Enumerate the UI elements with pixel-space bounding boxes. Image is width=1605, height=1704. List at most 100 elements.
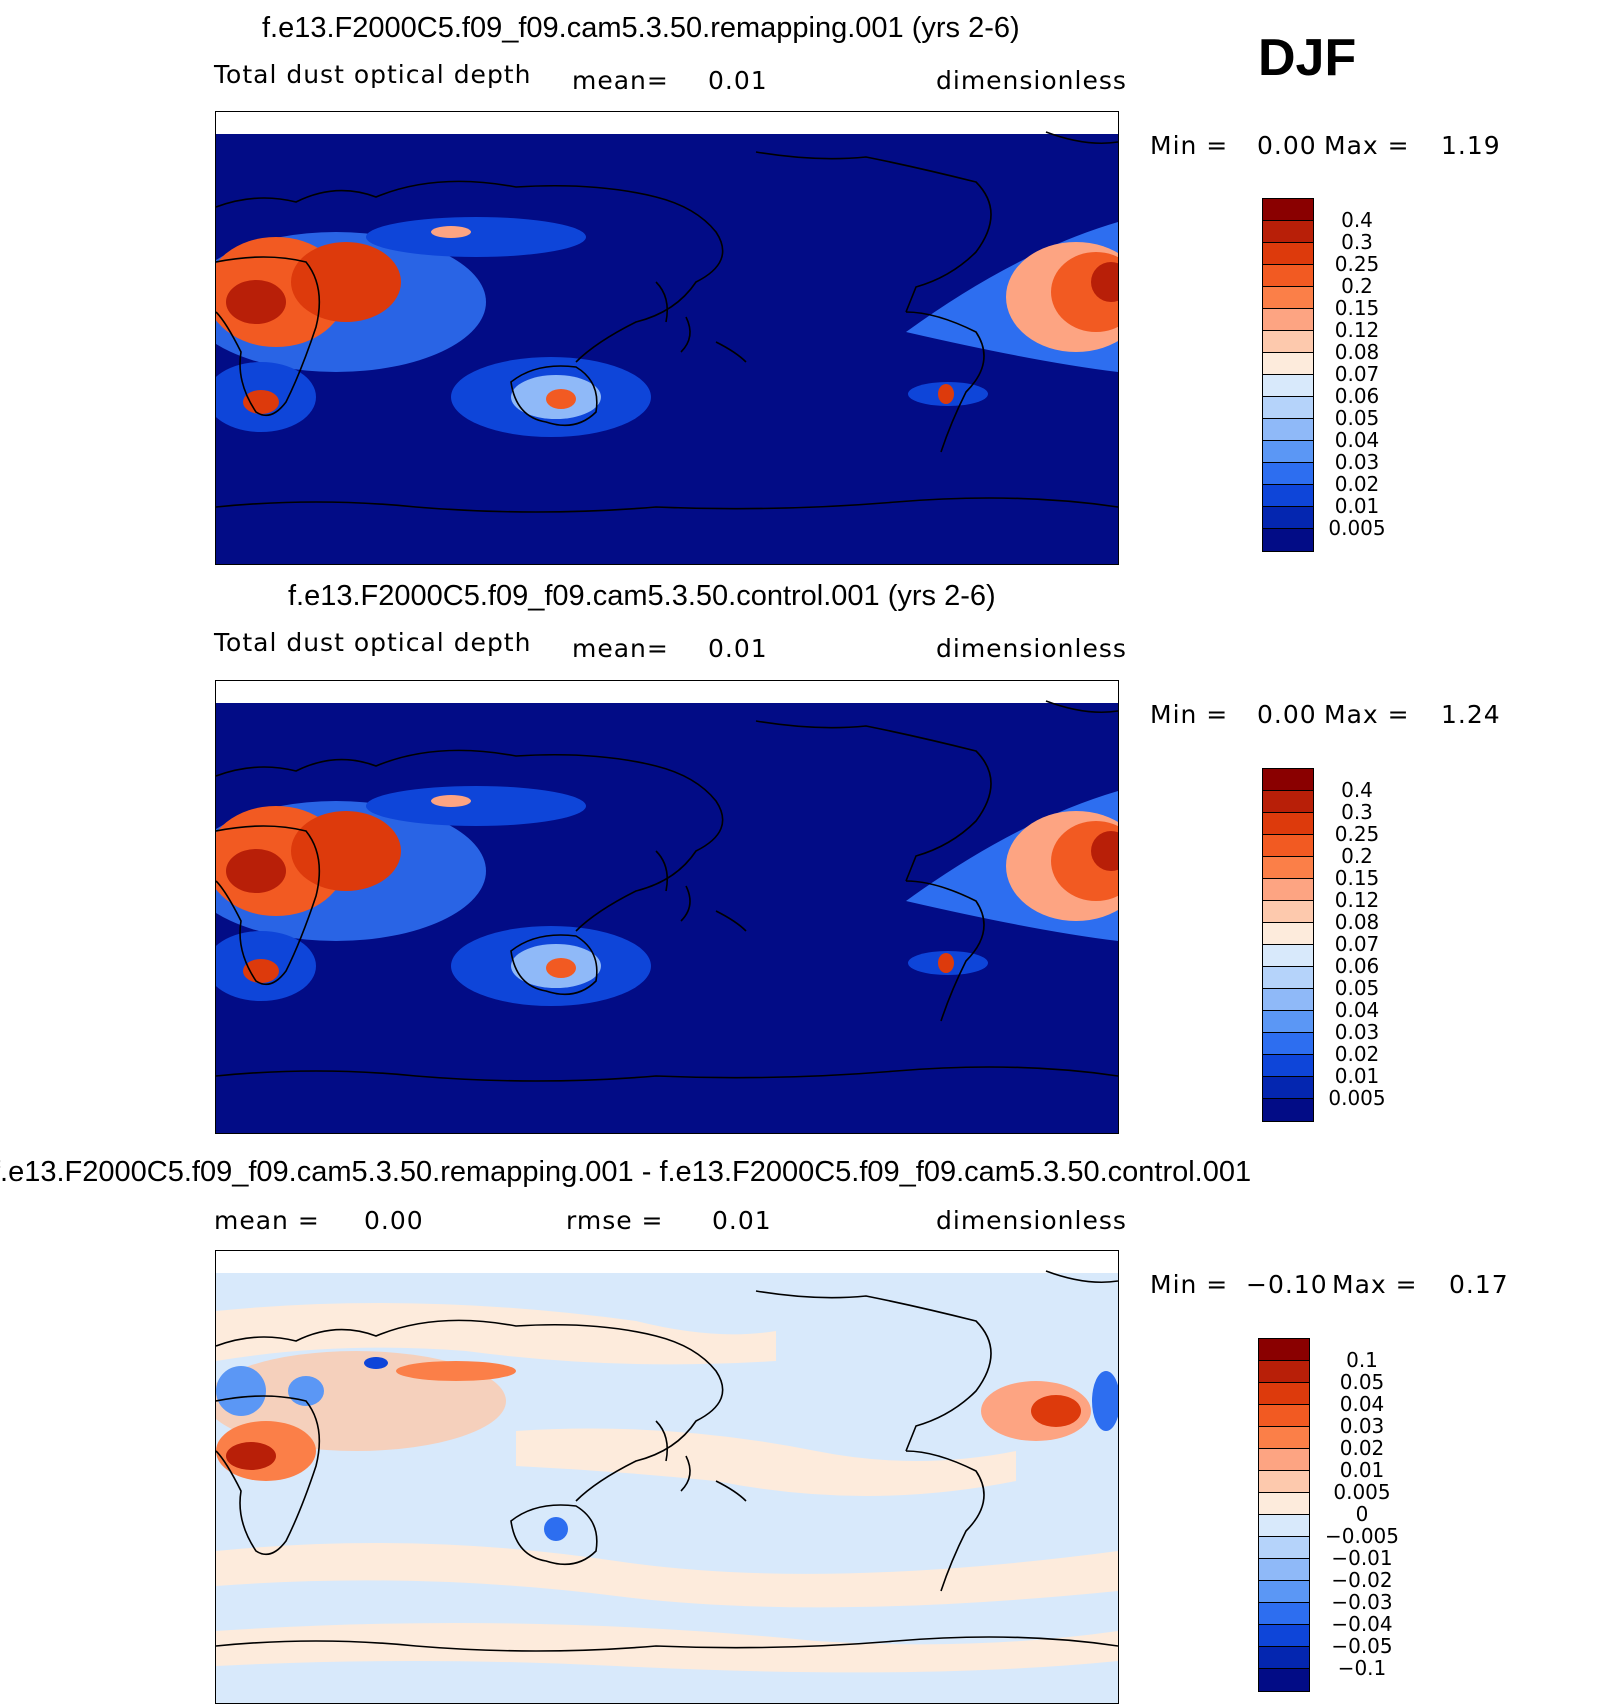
colorbar-segment [1259,1581,1309,1603]
panel-2-min-value: 0.00 [1257,700,1317,729]
colorbar-tick-label: −0.02 [1331,1568,1393,1592]
colorbar-segment [1263,967,1313,989]
panel-3-coastlines [216,1270,1118,1652]
colorbar-segment [1263,901,1313,923]
colorbar-segment [1263,835,1313,857]
panel-1-mean-value: 0.01 [708,66,768,95]
colorbar-segment [1259,1339,1309,1361]
colorbar-tick-label: 0.02 [1334,1042,1380,1066]
panel-2-mean-label: mean= [572,634,669,663]
colorbar-tick-label: 0.1 [1346,1348,1378,1372]
panel-3-rmse-label: rmse = [566,1206,664,1235]
panel-1-min-label: Min = [1150,131,1229,160]
panel-2-map [215,680,1119,1134]
colorbar-segment [1263,463,1313,485]
panel-2-min-label: Min = [1150,700,1229,729]
colorbar-segment [1263,791,1313,813]
colorbar-segment [1263,1055,1313,1077]
colorbar-tick-label: 0.03 [1334,450,1380,474]
colorbar-tick-label: 0.08 [1334,340,1380,364]
colorbar-segment [1259,1361,1309,1383]
colorbar-segment [1263,375,1313,397]
colorbar-segment [1263,485,1313,507]
panel-3-difference-field [216,1303,1118,1673]
colorbar-tick-label: 0.04 [1334,428,1380,452]
colorbar-segment [1263,1099,1313,1121]
colorbar-segment [1259,1537,1309,1559]
panel-1-map [215,111,1119,565]
panel-2-mean-value: 0.01 [708,634,768,663]
colorbar-tick-label: 0.07 [1334,362,1380,386]
colorbar-tick-label: 0.2 [1341,844,1373,868]
colorbar-segment [1259,1493,1309,1515]
panel-2-title: f.e13.F2000C5.f09_f09.cam5.3.50.control.… [288,580,996,612]
colorbar-tick-label: 0.02 [1334,472,1380,496]
colorbar-tick-label: 0.15 [1334,296,1380,320]
colorbar-segment [1259,1449,1309,1471]
colorbar-tick-label: 0.03 [1334,1020,1380,1044]
colorbar-segment [1263,813,1313,835]
colorbar-segment [1263,199,1313,221]
colorbar-segment [1259,1559,1309,1581]
panel-1-units: dimensionless [936,66,1127,95]
panel-3-colorbar-labels: 0.1 0.05 0.04 0.03 0.02 0.01 0.005 0 −0.005 −0.01… [1312,1338,1412,1690]
colorbar-segment [1263,857,1313,879]
panel-3-map [215,1250,1119,1704]
colorbar-tick-label: 0.06 [1334,954,1380,978]
colorbar-tick-label: −0.005 [1324,1524,1399,1548]
colorbar-segment [1259,1515,1309,1537]
colorbar-segment [1259,1383,1309,1405]
panel-3-title: f.e13.F2000C5.f09_f09.cam5.3.50.remappin… [0,1156,1252,1188]
panel-1-min-value: 0.00 [1257,131,1317,160]
colorbar-segment [1263,1033,1313,1055]
colorbar-tick-label: 0.3 [1341,230,1373,254]
colorbar-segment [1259,1471,1309,1493]
colorbar-tick-label: 0.05 [1339,1370,1385,1394]
colorbar-segment [1263,265,1313,287]
panel-3-units: dimensionless [936,1206,1127,1235]
colorbar-segment [1263,397,1313,419]
colorbar-tick-label: −0.03 [1331,1590,1393,1614]
colorbar-tick-label: −0.01 [1331,1546,1393,1570]
colorbar-tick-label: 0.05 [1334,406,1380,430]
colorbar-tick-label: 0.005 [1328,516,1386,540]
colorbar-segment [1263,441,1313,463]
colorbar-tick-label: 0.07 [1334,932,1380,956]
colorbar-tick-label: 0.3 [1341,800,1373,824]
season-label: DJF [1258,29,1357,87]
panel-1-max-label: Max = [1324,131,1410,160]
colorbar-segment [1263,529,1313,551]
colorbar-tick-label: 0.4 [1341,208,1373,232]
panel-1-coastlines [216,131,1118,513]
colorbar-segment [1259,1625,1309,1647]
panel-2-coastlines [216,700,1118,1082]
panel-2-max-value: 1.24 [1441,700,1501,729]
panel-3-max-value: 0.17 [1449,1270,1509,1299]
panel-3-mean-value: 0.00 [364,1206,424,1235]
panel-3-colorbar [1258,1338,1310,1692]
panel-2-colorbar [1262,768,1314,1122]
colorbar-segment [1263,1011,1313,1033]
panel-1-title: f.e13.F2000C5.f09_f09.cam5.3.50.remappin… [262,12,1020,44]
colorbar-segment [1263,353,1313,375]
colorbar-tick-label: 0.03 [1339,1414,1385,1438]
colorbar-segment [1263,945,1313,967]
panel-2-colorbar-labels: 0.4 0.3 0.25 0.2 0.15 0.12 0.08 0.07 0.06 0.05 0.0… [1314,768,1400,1120]
colorbar-segment [1263,1077,1313,1099]
colorbar-tick-label: −0.1 [1337,1656,1387,1680]
colorbar-tick-label: −0.05 [1331,1634,1393,1658]
colorbar-tick-label: 0.02 [1339,1436,1385,1460]
panel-2-variable: Total dust optical depth [214,628,532,657]
colorbar-segment [1263,221,1313,243]
panel-1-colorbar-labels: 0.4 0.3 0.25 0.2 0.15 0.12 0.08 0.07 0.06 0.05 0.0… [1314,198,1400,550]
colorbar-tick-label: 0.01 [1339,1458,1385,1482]
colorbar-segment [1263,309,1313,331]
colorbar-tick-label: 0.01 [1334,494,1380,518]
panel-1-mean-label: mean= [572,66,669,95]
colorbar-tick-label: 0.06 [1334,384,1380,408]
panel-1-colorbar [1262,198,1314,552]
colorbar-segment [1263,989,1313,1011]
panel-3-mean-label: mean = [214,1206,320,1235]
colorbar-tick-label: 0.08 [1334,910,1380,934]
panel-1-max-value: 1.19 [1441,131,1501,160]
